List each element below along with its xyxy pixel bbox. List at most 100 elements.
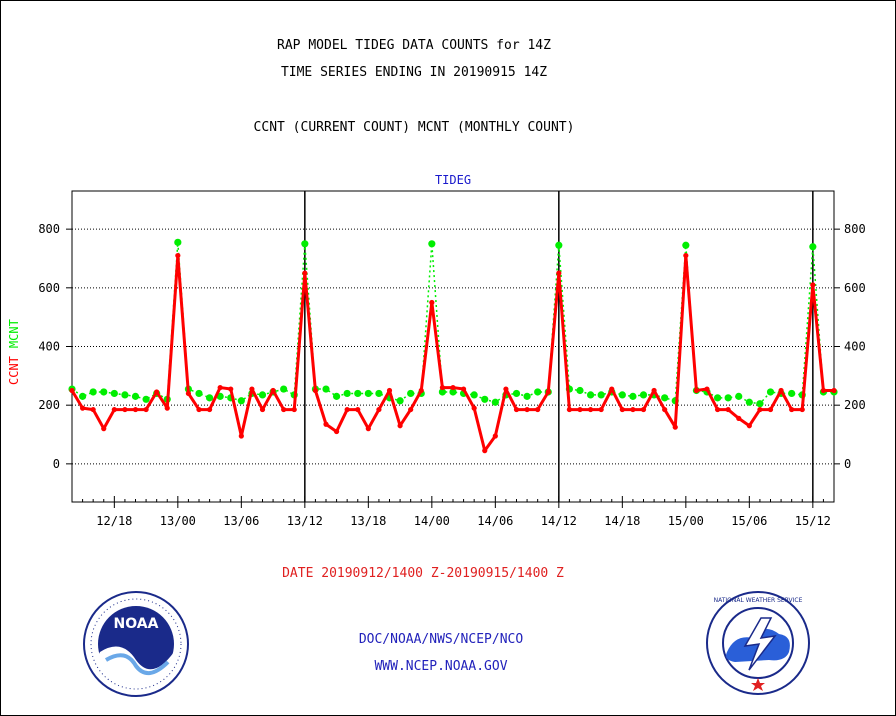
date-range-label: DATE 20190912/1400 Z-20190915/1400 Z: [282, 566, 564, 581]
data-point-ccnt: [418, 387, 424, 394]
data-point-mcnt: [724, 394, 732, 402]
data-point-ccnt: [482, 448, 488, 454]
data-point-mcnt: [523, 392, 531, 400]
chart-title: RAP MODEL TIDEG DATA COUNTS for 14Z: [277, 38, 551, 53]
x-tick-label: 14/18: [604, 514, 640, 528]
chart-title-line-2: TIME SERIES ENDING IN 20190915 14Z: [280, 65, 548, 80]
data-point-ccnt: [164, 405, 170, 411]
data-point-ccnt: [492, 433, 498, 439]
y-tick-label-right: 800: [844, 222, 866, 236]
data-point-mcnt: [280, 385, 288, 393]
data-point-mcnt: [512, 389, 521, 398]
data-point-ccnt: [460, 386, 467, 392]
data-point-ccnt: [333, 428, 340, 435]
x-tick-label: 13/00: [160, 514, 196, 528]
x-tick-label: 13/12: [287, 514, 323, 528]
data-point-mcnt: [131, 392, 140, 400]
data-point-mcnt: [788, 389, 796, 398]
data-point-mcnt: [174, 238, 182, 246]
data-point-mcnt: [629, 392, 637, 400]
data-point-ccnt: [704, 386, 710, 392]
y-tick-label-left: 0: [53, 457, 60, 471]
data-point-mcnt: [89, 388, 97, 396]
axis-layer: 0 0 200 200 400 400 600 600 800 800 12/18 13/00 13/0…: [38, 190, 866, 528]
data-point-ccnt: [217, 384, 223, 391]
data-point-mcnt: [332, 392, 341, 400]
data-point-ccnt: [196, 406, 202, 413]
chart-subtitle: CCNT (CURRENT COUNT) MCNT (MONTHLY COUNT…: [253, 120, 575, 135]
data-point-mcnt: [449, 388, 457, 396]
data-point-mcnt: [375, 389, 383, 398]
data-point-mcnt: [639, 391, 648, 399]
data-point-ccnt: [344, 406, 350, 413]
x-tick-label: 15/06: [731, 514, 767, 528]
data-point-mcnt: [110, 389, 118, 398]
series-layer: [68, 238, 838, 454]
data-point-mcnt: [555, 241, 563, 249]
data-point-ccnt: [566, 406, 573, 413]
data-point-mcnt: [428, 240, 436, 248]
data-point-ccnt: [503, 386, 509, 392]
data-point-mcnt: [661, 394, 669, 402]
data-point-mcnt: [78, 392, 87, 400]
data-point-ccnt: [69, 387, 75, 394]
data-point-mcnt: [205, 394, 214, 402]
data-point-mcnt: [618, 391, 626, 399]
data-point-ccnt: [175, 252, 181, 259]
data-point-ccnt: [524, 406, 530, 413]
data-point-ccnt: [630, 406, 636, 413]
data-point-ccnt: [206, 406, 213, 413]
y-tick-label-right: 400: [844, 340, 866, 354]
data-point-mcnt: [100, 388, 108, 396]
y-tick-label-left: 200: [38, 398, 60, 412]
data-point-ccnt: [259, 406, 266, 413]
data-point-mcnt: [682, 241, 690, 249]
data-point-mcnt: [438, 388, 447, 396]
data-point-mcnt: [491, 398, 499, 406]
data-point-ccnt: [365, 426, 371, 432]
data-point-mcnt: [301, 240, 309, 248]
data-point-ccnt: [439, 384, 446, 391]
data-point-mcnt: [745, 398, 753, 406]
x-tick-label: 13/18: [350, 514, 386, 528]
x-tick-label: 15/00: [668, 514, 704, 528]
data-point-mcnt: [756, 400, 764, 408]
data-point-ccnt: [238, 433, 244, 439]
data-point-ccnt: [386, 387, 393, 394]
x-tick-label: 13/06: [223, 514, 259, 528]
x-tick-label: 14/00: [414, 514, 450, 528]
data-point-mcnt: [586, 391, 595, 399]
data-point-ccnt: [122, 406, 128, 413]
data-point-ccnt: [757, 406, 763, 413]
data-point-ccnt: [810, 282, 816, 288]
data-point-ccnt: [302, 270, 308, 276]
data-point-ccnt: [471, 405, 477, 411]
y-tick-label-right: 200: [844, 398, 866, 412]
data-point-ccnt: [725, 406, 731, 413]
data-point-mcnt: [354, 389, 362, 398]
data-point-ccnt: [683, 252, 689, 259]
data-point-mcnt: [766, 388, 775, 396]
y-axis-label: CCNT MCNT: [7, 319, 21, 385]
data-point-ccnt: [270, 387, 276, 394]
data-point-ccnt: [429, 299, 435, 306]
data-point-ccnt: [778, 387, 784, 394]
data-point-ccnt: [831, 387, 837, 394]
data-point-ccnt: [281, 406, 287, 413]
data-point-mcnt: [364, 389, 372, 398]
nws-logo-text: NATIONAL WEATHER SERVICE: [714, 597, 803, 604]
data-point-ccnt: [101, 426, 107, 432]
data-point-mcnt: [809, 243, 817, 251]
data-point-mcnt: [407, 389, 415, 398]
data-point-ccnt: [662, 406, 668, 413]
data-point-ccnt: [693, 387, 700, 394]
data-point-ccnt: [111, 406, 117, 413]
data-point-ccnt: [736, 415, 742, 421]
series-line-ccnt: [70, 254, 834, 453]
x-tick-label: 14/06: [477, 514, 513, 528]
data-point-ccnt: [640, 406, 647, 413]
data-point-mcnt: [121, 391, 129, 399]
data-point-mcnt: [534, 388, 542, 396]
y-tick-label-left: 800: [38, 222, 60, 236]
data-point-ccnt: [132, 406, 139, 413]
